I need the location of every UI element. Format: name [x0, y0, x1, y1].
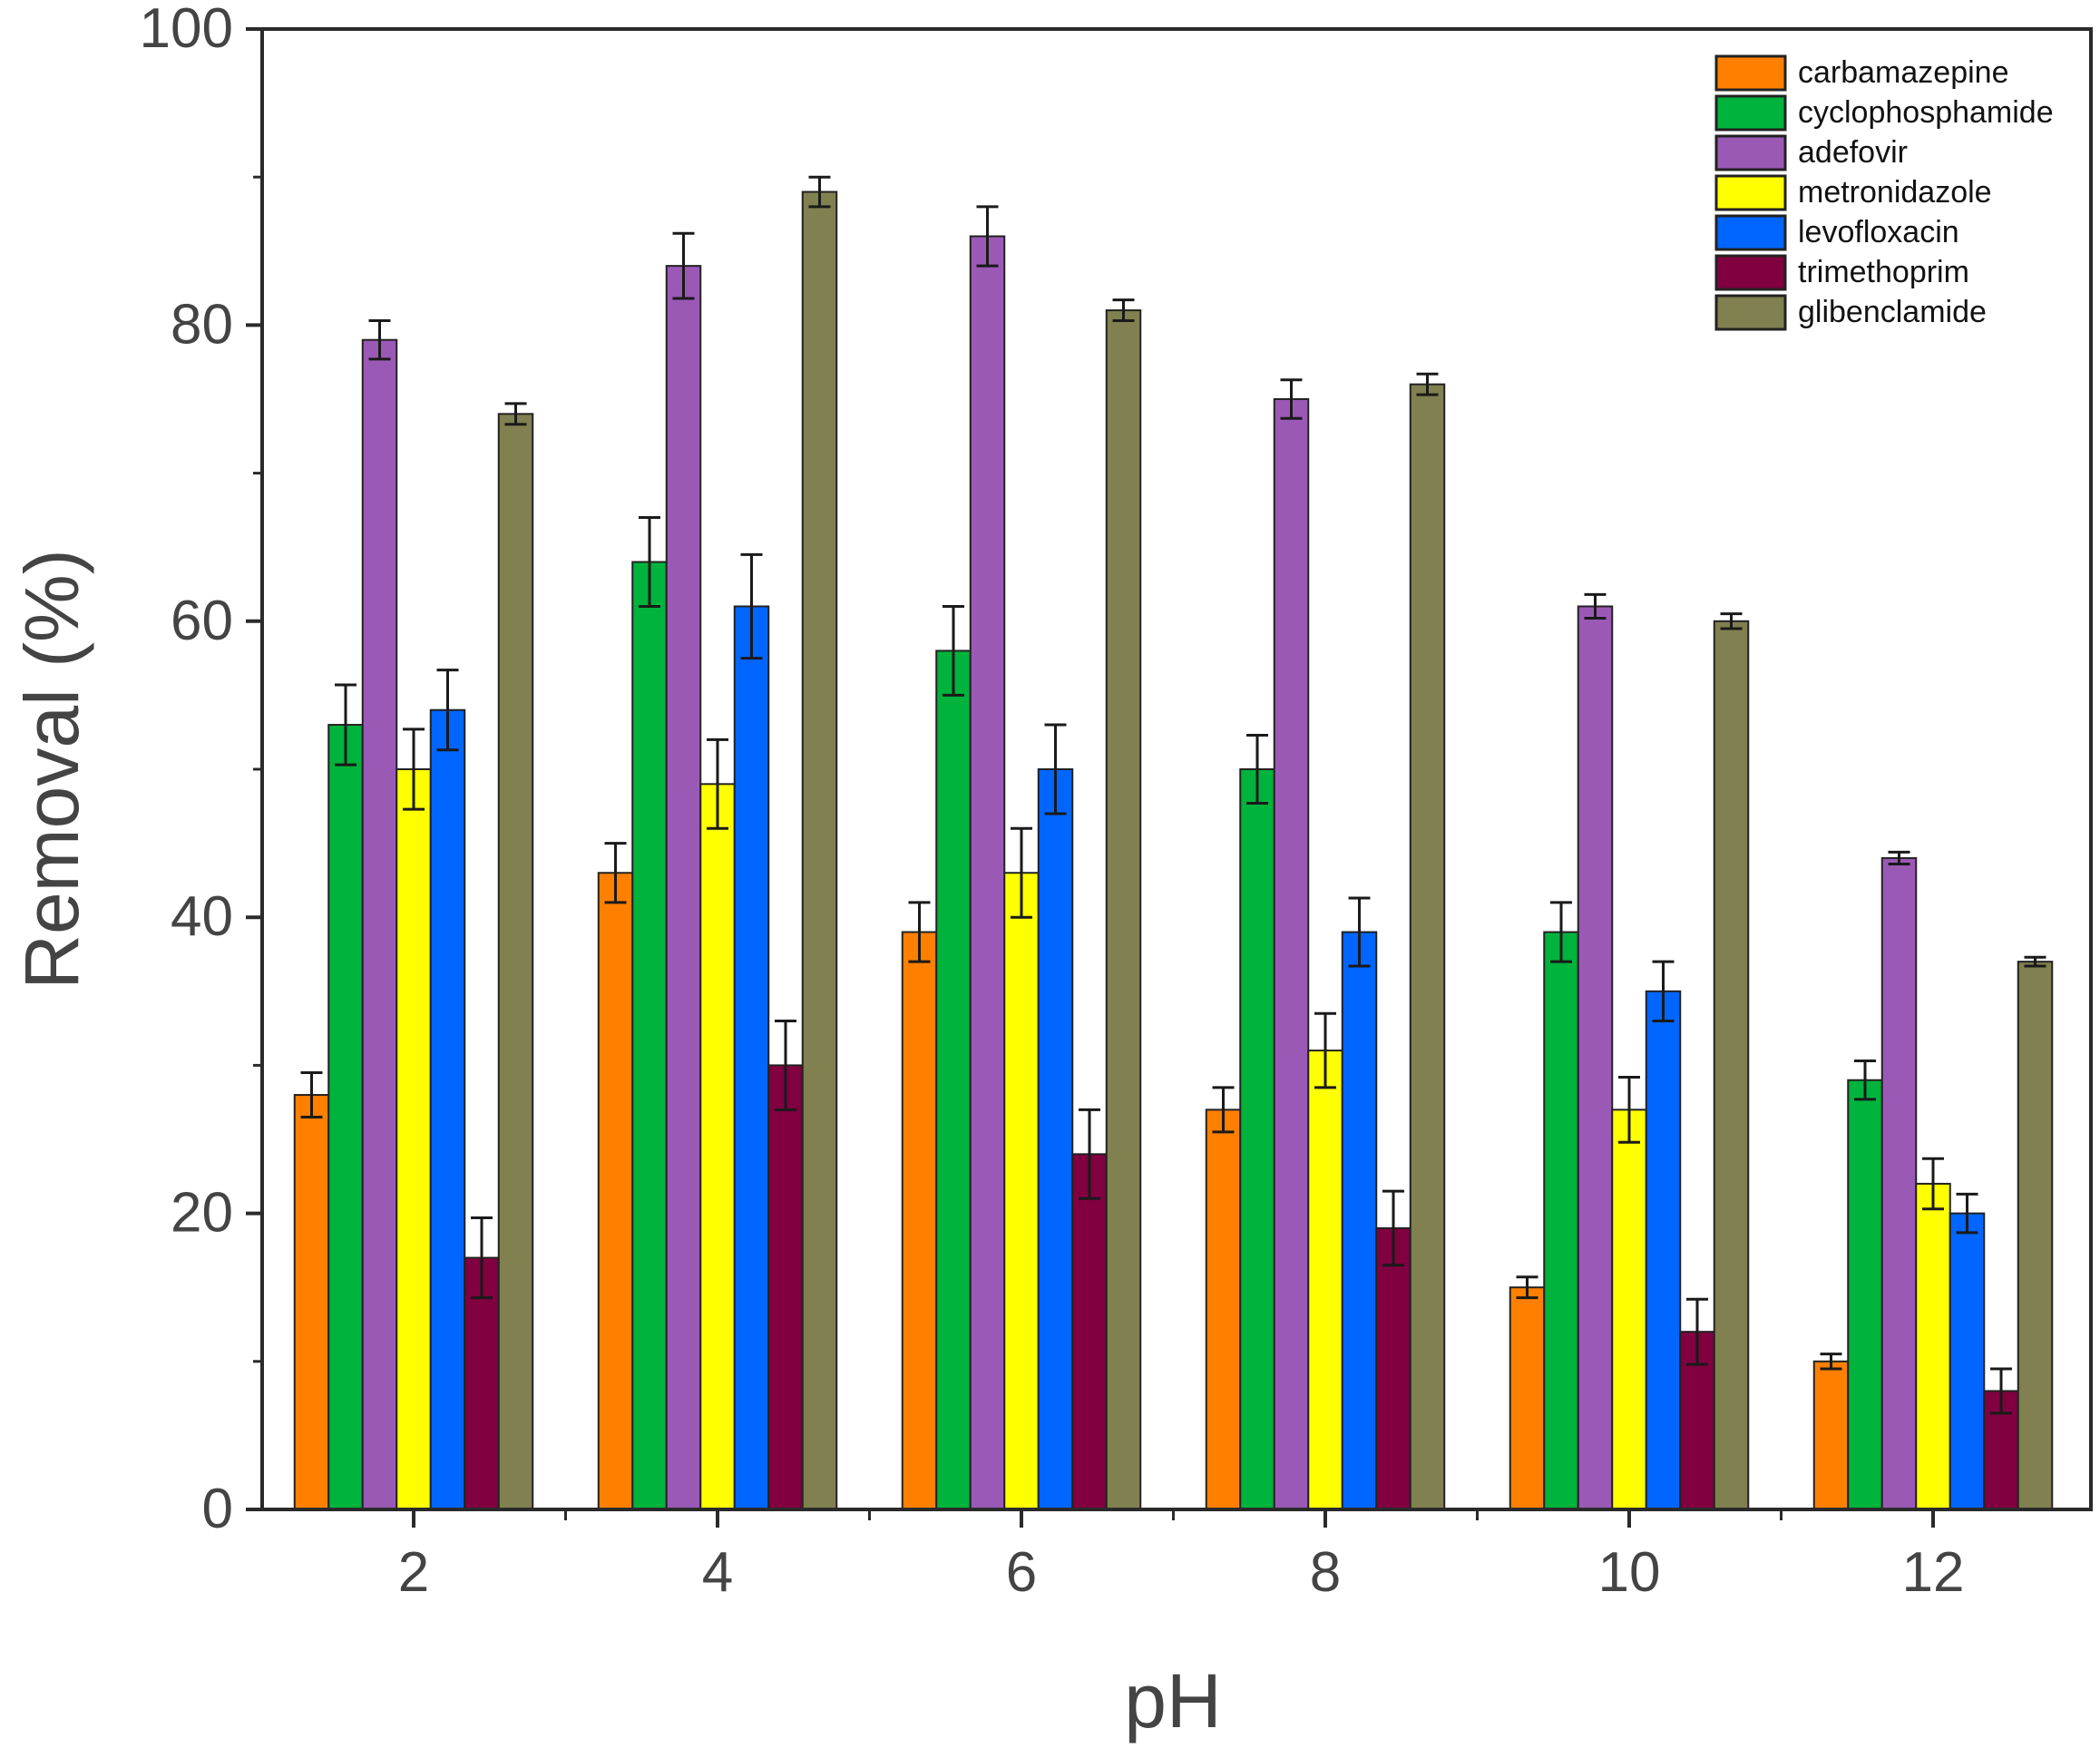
- legend-swatch-cyclophosphamide: [1714, 94, 1787, 132]
- bar-glibenclamide-ph-10: [1713, 620, 1750, 1510]
- x-tick-label-8: 8: [1310, 1541, 1341, 1604]
- legend-swatch-metronidazole: [1714, 174, 1787, 211]
- legend: carbamazepine cyclophosphamide adefovir met…: [1714, 54, 2054, 331]
- legend-label-levofloxacin: levofloxacin: [1798, 215, 1959, 249]
- bar-cyclophosphamide-ph-12: [1847, 1079, 1883, 1510]
- y-tick-label-40: 40: [171, 885, 233, 948]
- x-tick-label-6: 6: [1006, 1541, 1037, 1604]
- bar-metronidazole-ph-2: [396, 768, 432, 1510]
- bar-adefovir-ph-2: [361, 338, 398, 1511]
- legend-label-carbamazepine: carbamazepine: [1798, 55, 2008, 90]
- bar-levofloxacin-ph-6: [1037, 768, 1074, 1510]
- bar-carbamazepine-ph-6: [901, 931, 938, 1510]
- x-axis: 2 4 6 8 10 12: [398, 1509, 1965, 1604]
- bar-metronidazole-ph-8: [1307, 1050, 1343, 1510]
- bar-glibenclamide-ph-12: [2017, 961, 2054, 1511]
- bar-carbamazepine-ph-10: [1509, 1286, 1546, 1510]
- bar-carbamazepine-ph-4: [597, 872, 634, 1510]
- bar-metronidazole-ph-12: [1915, 1182, 1951, 1510]
- y-axis-title: Removal (%): [9, 549, 94, 989]
- x-tick-label-2: 2: [398, 1541, 429, 1604]
- legend-label-metronidazole: metronidazole: [1798, 175, 1992, 210]
- bar-adefovir-ph-10: [1577, 605, 1614, 1510]
- bar-adefovir-ph-4: [665, 265, 702, 1510]
- bar-glibenclamide-ph-4: [801, 190, 838, 1510]
- x-tick-label-12: 12: [1902, 1541, 1965, 1604]
- bar-cyclophosphamide-ph-8: [1239, 768, 1275, 1510]
- legend-swatch-trimethoprim: [1714, 254, 1787, 291]
- bar-metronidazole-ph-10: [1611, 1109, 1647, 1510]
- legend-swatch-glibenclamide: [1714, 294, 1787, 331]
- bar-trimethoprim-ph-2: [464, 1256, 500, 1511]
- bar-trimethoprim-ph-4: [767, 1064, 804, 1511]
- bar-levofloxacin-ph-10: [1645, 990, 1682, 1511]
- bar-adefovir-ph-12: [1880, 856, 1918, 1510]
- legend-label-adefovir: adefovir: [1798, 135, 1908, 170]
- bar-cyclophosphamide-ph-4: [631, 561, 668, 1510]
- bar-cyclophosphamide-ph-2: [327, 724, 364, 1510]
- bar-carbamazepine-ph-2: [293, 1094, 330, 1511]
- y-tick-label-0: 0: [202, 1478, 233, 1540]
- bar-levofloxacin-ph-8: [1341, 931, 1378, 1510]
- bar-levofloxacin-ph-4: [733, 605, 770, 1510]
- legend-label-glibenclamide: glibenclamide: [1798, 295, 1987, 329]
- bars-layer: [293, 175, 2054, 1511]
- bar-adefovir-ph-6: [969, 235, 1006, 1511]
- bar-metronidazole-ph-4: [699, 783, 736, 1510]
- legend-swatch-carbamazepine: [1714, 54, 1787, 92]
- bar-levofloxacin-ph-2: [429, 708, 466, 1510]
- bar-glibenclamide-ph-2: [497, 413, 534, 1511]
- x-axis-title: pH: [1124, 1658, 1221, 1743]
- y-tick-label-20: 20: [171, 1182, 233, 1245]
- legend-swatch-adefovir: [1714, 134, 1787, 171]
- legend-label-cyclophosphamide: cyclophosphamide: [1798, 95, 2054, 130]
- bar-levofloxacin-ph-12: [1949, 1212, 1986, 1510]
- legend-label-trimethoprim: trimethoprim: [1798, 255, 1969, 289]
- y-axis: 0 20 40 60 80 100: [140, 0, 262, 1540]
- x-tick-label-10: 10: [1598, 1541, 1661, 1604]
- bar-carbamazepine-ph-8: [1205, 1109, 1242, 1510]
- bar-adefovir-ph-8: [1273, 398, 1310, 1510]
- bar-cyclophosphamide-ph-10: [1543, 931, 1579, 1510]
- legend-swatch-levofloxacin: [1714, 214, 1787, 251]
- y-tick-label-100: 100: [140, 0, 233, 60]
- y-tick-label-60: 60: [171, 590, 233, 652]
- bar-glibenclamide-ph-6: [1105, 309, 1142, 1511]
- bar-trimethoprim-ph-8: [1375, 1226, 1411, 1511]
- x-tick-label-4: 4: [702, 1541, 733, 1604]
- bar-carbamazepine-ph-12: [1812, 1360, 1850, 1511]
- bar-cyclophosphamide-ph-6: [935, 649, 972, 1510]
- y-tick-label-80: 80: [171, 293, 233, 356]
- bar-glibenclamide-ph-8: [1409, 383, 1446, 1510]
- bar-trimethoprim-ph-6: [1071, 1153, 1108, 1510]
- bar-metronidazole-ph-6: [1003, 872, 1040, 1510]
